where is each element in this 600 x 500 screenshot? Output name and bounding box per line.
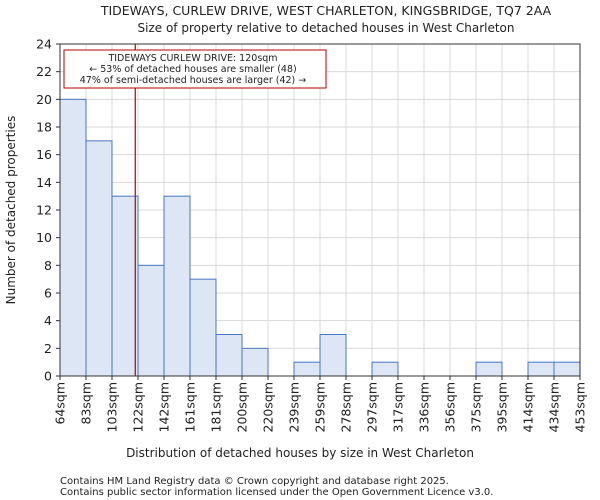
y-tick-label: 24 [36, 37, 52, 52]
y-tick-label: 8 [44, 258, 52, 273]
y-tick-label: 10 [36, 230, 52, 245]
x-tick-label: 103sqm [105, 382, 120, 432]
y-tick-label: 2 [44, 341, 52, 356]
x-tick-label: 64sqm [53, 382, 68, 425]
x-tick-label: 161sqm [183, 382, 198, 432]
histogram-bar [215, 334, 243, 377]
histogram-bar [371, 361, 399, 377]
histogram-bar [85, 140, 113, 377]
x-tick-label: 297sqm [365, 382, 380, 432]
y-tick-label: 0 [44, 369, 52, 384]
x-tick-label: 317sqm [391, 382, 406, 432]
histogram-bar [553, 361, 581, 377]
footer-line-1: Contains HM Land Registry data © Crown c… [60, 476, 449, 487]
annotation-line-3: 47% of semi-detached houses are larger (… [80, 75, 307, 86]
histogram-bar [293, 361, 321, 377]
x-tick-label: 375sqm [469, 382, 484, 432]
y-tick-label: 18 [36, 120, 52, 135]
annotation-box: TIDEWAYS CURLEW DRIVE: 120sqm ← 53% of d… [63, 49, 327, 89]
y-axis-label: Number of detached properties [4, 116, 18, 305]
y-tick-label: 4 [44, 313, 52, 328]
x-axis-label: Distribution of detached houses by size … [126, 446, 474, 460]
chart-title: TIDEWAYS, CURLEW DRIVE, WEST CHARLETON, … [100, 3, 552, 18]
histogram-bar [319, 334, 347, 377]
y-tick-label: 14 [36, 175, 52, 190]
x-tick-label: 278sqm [339, 382, 354, 432]
histogram-bar [475, 361, 503, 377]
x-tick-label: 83sqm [79, 382, 94, 425]
histogram-bar [189, 278, 217, 377]
x-tick-label: 239sqm [287, 382, 302, 432]
footer-line-2: Contains public sector information licen… [60, 487, 493, 498]
x-tick-label: 453sqm [573, 382, 588, 432]
histogram-bar [59, 98, 87, 377]
x-axis-ticks: 64sqm 83sqm 103sqm 122sqm 142sqm 161sqm 181sqm… [53, 376, 588, 432]
annotation-frame [63, 49, 327, 89]
x-tick-label: 181sqm [209, 382, 224, 432]
y-tick-label: 6 [44, 286, 52, 301]
annotation-line-2: ← 53% of detached houses are smaller (48… [89, 64, 296, 75]
chart-subtitle: Size of property relative to detached ho… [138, 21, 515, 35]
histogram-bar [527, 361, 555, 377]
annotation-line-1: TIDEWAYS CURLEW DRIVE: 120sqm [107, 53, 277, 64]
plot-frame [59, 43, 581, 377]
x-tick-label: 395sqm [495, 382, 510, 432]
histogram-bar [137, 264, 165, 377]
x-tick-label: 259sqm [313, 382, 328, 432]
x-tick-label: 220sqm [261, 382, 276, 432]
y-tick-label: 12 [36, 203, 52, 218]
x-tick-label: 200sqm [235, 382, 250, 432]
histogram-bar [163, 195, 191, 377]
x-tick-label: 142sqm [157, 382, 172, 432]
x-tick-label: 336sqm [417, 382, 432, 432]
histogram-bar [111, 195, 139, 377]
y-tick-label: 20 [36, 92, 52, 107]
y-tick-label: 16 [36, 147, 52, 162]
bars [59, 98, 581, 377]
histogram-bar [241, 347, 269, 377]
x-tick-label: 414sqm [521, 382, 536, 432]
x-tick-label: 356sqm [443, 382, 458, 432]
x-tick-label: 434sqm [547, 382, 562, 432]
y-tick-label: 22 [36, 64, 52, 79]
x-tick-label: 122sqm [131, 382, 146, 432]
